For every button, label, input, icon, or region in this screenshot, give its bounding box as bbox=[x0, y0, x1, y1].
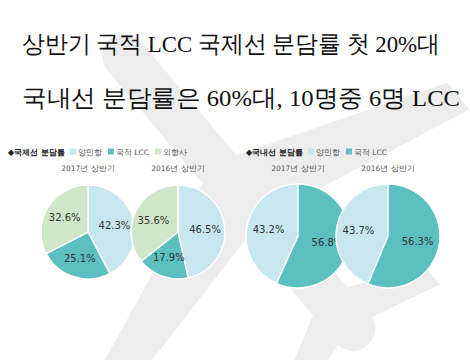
data-label: 32.6% bbox=[49, 212, 81, 223]
pie-caption: 2016년 상반기 bbox=[361, 164, 414, 173]
legend-swatch bbox=[70, 149, 76, 155]
legend-swatch bbox=[108, 149, 114, 155]
data-label: 17.9% bbox=[153, 252, 185, 263]
pie-chart-group: ◆국내선 분담률 양민항 국적 LCC 2017년 상반기 43.2%56.8% 2016… bbox=[246, 148, 440, 288]
legend-label: 양민항 bbox=[78, 148, 102, 157]
legend-label: 국적 LCC bbox=[354, 148, 387, 157]
data-label: 25.1% bbox=[64, 253, 96, 264]
pie-slice bbox=[131, 185, 178, 261]
pie-caption: 2017년 상반기 bbox=[61, 164, 114, 173]
chart-title: ◆국내선 분담률 bbox=[246, 148, 303, 157]
legend-label: 국적 LCC bbox=[116, 148, 149, 157]
legend-swatch bbox=[155, 149, 161, 155]
pie bbox=[246, 184, 350, 288]
headline: 국내선 분담률은 60%대, 10명중 6명 LCC bbox=[22, 85, 460, 111]
legend-label: 양민항 bbox=[316, 148, 340, 157]
page: 상반기 국적 LCC 국제선 분담률 첫 20%대국내선 분담률은 60%대, … bbox=[0, 0, 470, 360]
data-label: 42.3% bbox=[99, 220, 131, 231]
pie-labels: 42.3% 25.1% 32.6% bbox=[49, 212, 131, 263]
pie-labels: 43.7% 56.3% bbox=[343, 225, 434, 248]
pie-labels: 43.2%56.8% bbox=[253, 224, 344, 248]
data-label: 43.2% bbox=[253, 224, 285, 235]
legend-label: 외항사 bbox=[163, 148, 187, 157]
pie-slice bbox=[368, 184, 440, 288]
pie-slice bbox=[41, 185, 88, 254]
pie bbox=[336, 184, 440, 288]
background-plane bbox=[0, 0, 470, 360]
pie-caption: 2016년 상반기 bbox=[151, 164, 204, 173]
data-label: 43.7% bbox=[343, 225, 375, 236]
pie bbox=[131, 185, 225, 279]
plane-wings bbox=[43, 22, 469, 360]
pie-chart-group: ◆국제선 분담률 양민항 국적 LCC 외항사 2017년 상반기 42.3% 25.1% 3… bbox=[8, 148, 225, 279]
canvas: 상반기 국적 LCC 국제선 분담률 첫 20%대국내선 분담률은 60%대, … bbox=[0, 0, 470, 360]
headline: 상반기 국적 LCC 국제선 분담률 첫 20%대 bbox=[22, 31, 440, 57]
data-label: 35.6% bbox=[138, 215, 170, 226]
legend-swatch bbox=[346, 149, 352, 155]
pie-caption: 2017년 상반기 bbox=[271, 164, 324, 173]
data-label: 46.5% bbox=[189, 224, 221, 235]
data-label: 56.3% bbox=[402, 236, 434, 247]
chart-title: ◆국제선 분담률 bbox=[8, 148, 65, 157]
pie-labels: 46.5% 17.9% 35.6% bbox=[138, 215, 221, 264]
pie bbox=[41, 185, 135, 279]
legend-swatch bbox=[308, 149, 314, 155]
